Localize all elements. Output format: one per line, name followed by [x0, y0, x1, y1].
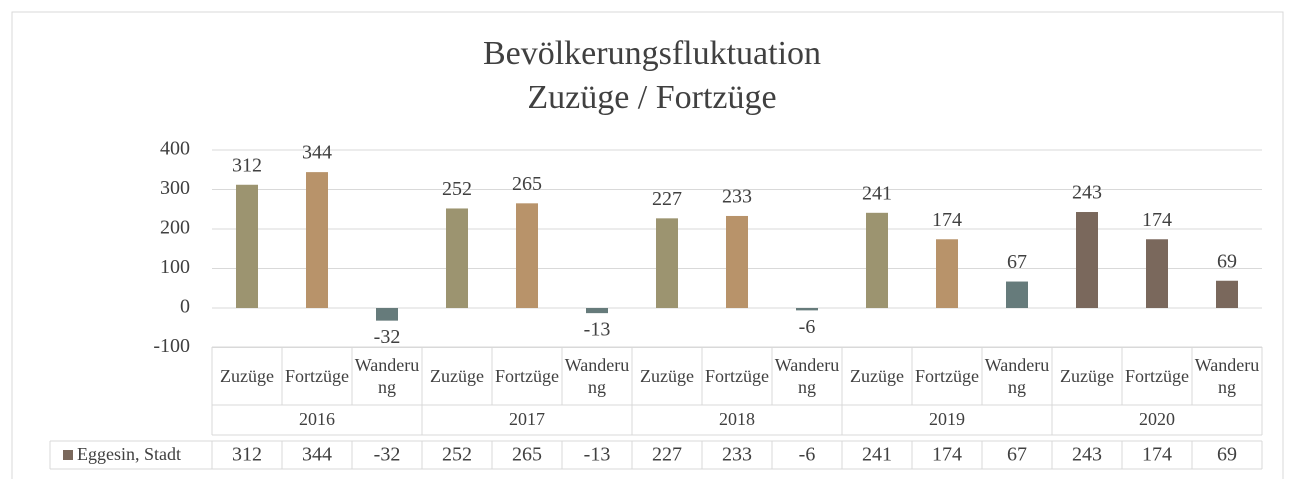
bar: [656, 218, 678, 308]
data-label: -6: [799, 316, 816, 338]
table-value: -13: [584, 444, 611, 466]
x-tick-label-box: Wanderung: [984, 355, 1050, 397]
group-label: 2020: [1139, 409, 1175, 429]
bar: [236, 184, 258, 308]
y-tick-label: 100: [160, 256, 190, 278]
data-label: 241: [862, 182, 892, 204]
table-value: 243: [1072, 444, 1102, 466]
table-value: 265: [512, 444, 542, 466]
chart-title: Zuzüge / Fortzüge: [527, 79, 776, 116]
group-label: 2016: [299, 409, 335, 429]
x-tick-label-box: Zuzüge: [640, 366, 694, 386]
data-label: 174: [1142, 209, 1172, 231]
x-tick-label-box: Zuzüge: [850, 366, 904, 386]
x-tick-label: Zuzüge: [640, 366, 694, 386]
table-value: 252: [442, 444, 472, 466]
x-tick-label: Wanderung: [774, 355, 840, 397]
table-value: 174: [1142, 444, 1172, 466]
data-label: -13: [584, 319, 611, 341]
x-tick-label: Fortzüge: [285, 366, 349, 386]
legend-label: Eggesin, Stadt: [77, 444, 181, 464]
group-label: 2019: [929, 409, 965, 429]
x-tick-label: Zuzüge: [1060, 366, 1114, 386]
x-tick-label: Zuzüge: [430, 366, 484, 386]
x-tick-label: Zuzüge: [850, 366, 904, 386]
x-tick-label-box: Zuzüge: [220, 366, 274, 386]
data-label: 312: [232, 154, 262, 176]
data-label: 67: [1007, 251, 1027, 273]
x-tick-label-box: Fortzüge: [915, 366, 979, 386]
x-tick-label-box: Wanderung: [774, 355, 840, 397]
bar: [726, 215, 748, 308]
bar: [936, 239, 958, 308]
x-tick-label-box: Fortzüge: [1125, 366, 1189, 386]
table-value: 233: [722, 444, 752, 466]
y-tick-label: 400: [160, 138, 190, 160]
bar: [1006, 281, 1028, 308]
x-tick-label-box: Wanderung: [1194, 355, 1260, 397]
x-tick-label-box: Fortzüge: [285, 366, 349, 386]
table-value: 174: [932, 444, 962, 466]
table-value: -32: [374, 444, 401, 466]
data-label: 233: [722, 186, 752, 208]
data-label: 252: [442, 178, 472, 200]
table-value: 241: [862, 444, 892, 466]
y-tick-label: -100: [153, 335, 190, 357]
x-tick-label: Wanderung: [984, 355, 1050, 397]
x-tick-label-box: Zuzüge: [1060, 366, 1114, 386]
data-label: 265: [512, 173, 542, 195]
table-value: 69: [1217, 444, 1237, 466]
y-tick-label: 300: [160, 177, 190, 199]
chart-title: Bevölkerungsfluktuation: [483, 35, 821, 72]
x-tick-label: Wanderung: [354, 355, 420, 397]
x-tick-label-box: Wanderung: [354, 355, 420, 397]
table-value: 227: [652, 444, 682, 466]
x-tick-label: Wanderung: [564, 355, 630, 397]
y-tick-label: 0: [180, 296, 190, 318]
table-value: -6: [799, 444, 816, 466]
y-tick-label: 200: [160, 217, 190, 239]
data-label: 69: [1217, 250, 1237, 272]
x-tick-label-box: Fortzüge: [705, 366, 769, 386]
table-value: 344: [302, 444, 332, 466]
legend-swatch: [63, 450, 73, 460]
bar: [796, 308, 818, 311]
x-tick-label: Fortzüge: [495, 366, 559, 386]
x-tick-label: Fortzüge: [915, 366, 979, 386]
bar: [446, 208, 468, 308]
x-tick-label-box: Zuzüge: [430, 366, 484, 386]
x-tick-label-box: Wanderung: [564, 355, 630, 397]
bar: [866, 212, 888, 308]
x-tick-label: Zuzüge: [220, 366, 274, 386]
bar: [516, 203, 538, 308]
data-label: 243: [1072, 182, 1102, 204]
bar: [376, 308, 398, 321]
bar: [1146, 239, 1168, 308]
table-value: 67: [1007, 444, 1027, 466]
bar: [306, 172, 328, 308]
bar: [1216, 280, 1238, 308]
bar: [586, 308, 608, 314]
bar: [1076, 212, 1098, 308]
table-value: 312: [232, 444, 262, 466]
data-label: 344: [302, 142, 332, 164]
group-label: 2017: [509, 409, 545, 429]
group-label: 2018: [719, 409, 755, 429]
x-tick-label: Wanderung: [1194, 355, 1260, 397]
x-tick-label-box: Fortzüge: [495, 366, 559, 386]
data-label: -32: [374, 326, 401, 348]
data-label: 174: [932, 209, 962, 231]
x-tick-label: Fortzüge: [705, 366, 769, 386]
x-tick-label: Fortzüge: [1125, 366, 1189, 386]
data-label: 227: [652, 188, 682, 210]
